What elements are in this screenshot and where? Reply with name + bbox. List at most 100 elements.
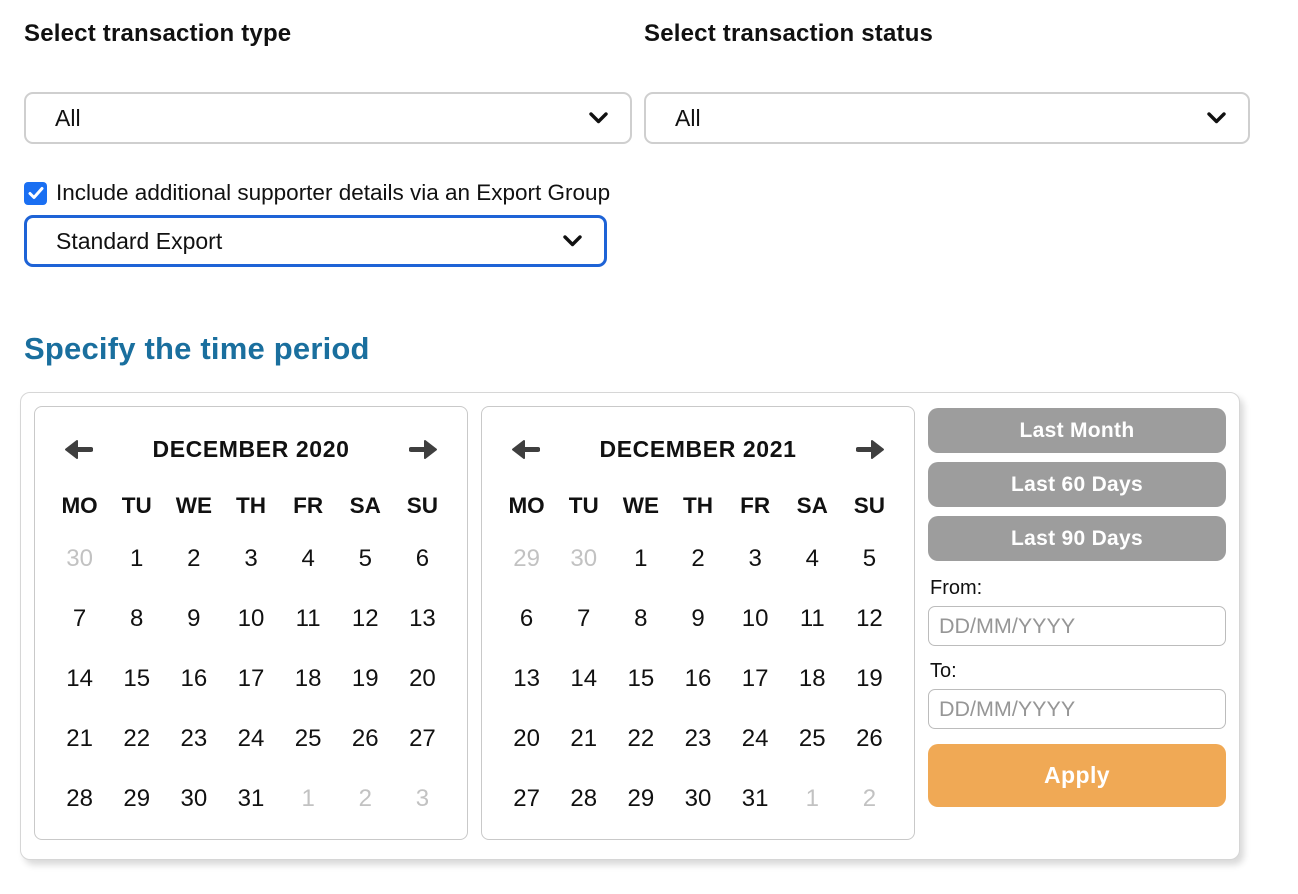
calendar-day[interactable]: 17 [741, 665, 769, 692]
prev-month-button[interactable] [61, 437, 95, 461]
calendar-day[interactable]: 20 [409, 665, 436, 692]
last-60-days-button[interactable]: Last 60 Days [928, 462, 1226, 507]
calendar-day[interactable]: 27 [513, 785, 540, 812]
calendar-day[interactable]: 23 [180, 725, 208, 752]
export-group-checkbox[interactable] [24, 181, 47, 205]
arrow-right-icon [408, 439, 437, 459]
calendar-day[interactable]: 7 [72, 605, 87, 632]
calendar-day[interactable]: 2 [862, 785, 877, 812]
calendar-day[interactable]: 3 [748, 545, 762, 572]
calendar-day[interactable]: 12 [856, 605, 883, 632]
calendar-day[interactable]: 1 [634, 545, 648, 572]
calendar-day[interactable]: 2 [691, 545, 705, 572]
calendar-day[interactable]: 24 [741, 725, 769, 752]
calendar-day[interactable]: 17 [237, 665, 265, 692]
calendar-day[interactable]: 13 [513, 665, 540, 692]
calendar-header: DECEMBER 2021 [498, 429, 898, 469]
day-of-week-header: TH [235, 493, 266, 518]
calendar-day[interactable]: 29 [513, 545, 540, 572]
day-of-week-header: MO [61, 493, 98, 518]
calendar-day[interactable]: 15 [123, 665, 151, 692]
day-of-week-header: FR [740, 493, 771, 518]
calendar-day[interactable]: 19 [856, 665, 883, 692]
checkmark-icon [28, 187, 43, 199]
day-of-week-header: FR [293, 493, 324, 518]
export-group-checkbox-row: Include additional supporter details via… [24, 180, 1274, 206]
calendar-day[interactable]: 22 [627, 725, 655, 752]
calendar-day[interactable]: 2 [358, 785, 372, 812]
last-month-button[interactable]: Last Month [928, 408, 1226, 453]
calendar-day[interactable]: 29 [627, 785, 655, 812]
day-of-week-header: WE [622, 493, 659, 518]
calendar-day[interactable]: 3 [244, 545, 258, 572]
calendar-day[interactable]: 25 [294, 725, 322, 752]
calendar-day[interactable]: 7 [577, 605, 591, 632]
transaction-type-select[interactable]: All [24, 92, 632, 144]
calendar-day[interactable]: 11 [295, 605, 321, 632]
calendar-day[interactable]: 9 [691, 605, 705, 632]
calendar-day[interactable]: 2 [187, 545, 201, 572]
calendar-day[interactable]: 30 [684, 785, 712, 812]
apply-button[interactable]: Apply [928, 744, 1226, 807]
calendar-day[interactable]: 1 [130, 545, 144, 572]
prev-month-button[interactable] [508, 437, 542, 461]
calendar-day[interactable]: 18 [294, 665, 322, 692]
calendar-day[interactable]: 10 [741, 605, 769, 632]
calendar-day[interactable]: 24 [237, 725, 265, 752]
to-date-input[interactable] [928, 689, 1226, 729]
calendar-day[interactable]: 16 [180, 665, 208, 692]
calendar-day[interactable]: 28 [570, 785, 598, 812]
calendar-day[interactable]: 1 [301, 785, 315, 812]
calendar-day[interactable]: 10 [237, 605, 265, 632]
calendar-day[interactable]: 6 [415, 545, 430, 572]
calendar-day[interactable]: 22 [123, 725, 151, 752]
time-period-heading: Specify the time period [24, 331, 370, 366]
calendar-day[interactable]: 26 [351, 725, 379, 752]
calendar-day[interactable]: 23 [684, 725, 712, 752]
calendar-day[interactable]: 28 [66, 785, 93, 812]
calendar-day[interactable]: 18 [798, 665, 826, 692]
calendar-day[interactable]: 14 [570, 665, 598, 692]
calendar-day[interactable]: 16 [684, 665, 712, 692]
calendar-day[interactable]: 3 [415, 785, 430, 812]
calendar-day[interactable]: 31 [237, 785, 265, 812]
from-date-input[interactable] [928, 606, 1226, 646]
calendar-day[interactable]: 27 [409, 725, 436, 752]
calendar-day[interactable]: 4 [805, 545, 819, 572]
export-group-select-value: Standard Export [56, 227, 223, 254]
calendar-day[interactable]: 20 [513, 725, 540, 752]
day-of-week-header: MO [508, 493, 545, 518]
calendar-day[interactable]: 1 [805, 785, 819, 812]
calendar-day[interactable]: 15 [627, 665, 655, 692]
transaction-status-select[interactable]: All [644, 92, 1250, 144]
calendar-december-2020: DECEMBER 2020 MO TU WE TH FR SA SU 30 1 2 3 4 5 6 7 8 9 1… [34, 406, 468, 840]
export-group-select[interactable]: Standard Export [24, 215, 607, 267]
next-month-button[interactable] [407, 437, 441, 461]
calendar-day[interactable]: 11 [799, 605, 825, 632]
calendar-day[interactable]: 30 [570, 545, 598, 572]
calendar-day[interactable]: 29 [123, 785, 151, 812]
calendar-day[interactable]: 12 [351, 605, 379, 632]
calendar-day[interactable]: 14 [66, 665, 93, 692]
calendar-day[interactable]: 21 [570, 725, 598, 752]
day-of-week-header: SA [349, 493, 381, 518]
calendar-day[interactable]: 5 [862, 545, 877, 572]
calendar-day[interactable]: 4 [301, 545, 315, 572]
calendar-day[interactable]: 31 [741, 785, 769, 812]
calendar-day[interactable]: 30 [66, 545, 93, 572]
calendar-header: DECEMBER 2020 [51, 429, 451, 469]
calendar-day[interactable]: 30 [180, 785, 208, 812]
calendar-day[interactable]: 19 [351, 665, 379, 692]
next-month-button[interactable] [854, 437, 888, 461]
calendar-day[interactable]: 8 [130, 605, 144, 632]
calendar-day[interactable]: 9 [187, 605, 201, 632]
calendar-day[interactable]: 21 [66, 725, 93, 752]
chevron-down-icon [563, 235, 582, 247]
calendar-day[interactable]: 26 [856, 725, 883, 752]
last-90-days-button[interactable]: Last 90 Days [928, 516, 1226, 561]
calendar-day[interactable]: 5 [358, 545, 372, 572]
calendar-day[interactable]: 8 [634, 605, 648, 632]
calendar-day[interactable]: 25 [798, 725, 826, 752]
calendar-day[interactable]: 6 [519, 605, 534, 632]
calendar-day[interactable]: 13 [409, 605, 436, 632]
